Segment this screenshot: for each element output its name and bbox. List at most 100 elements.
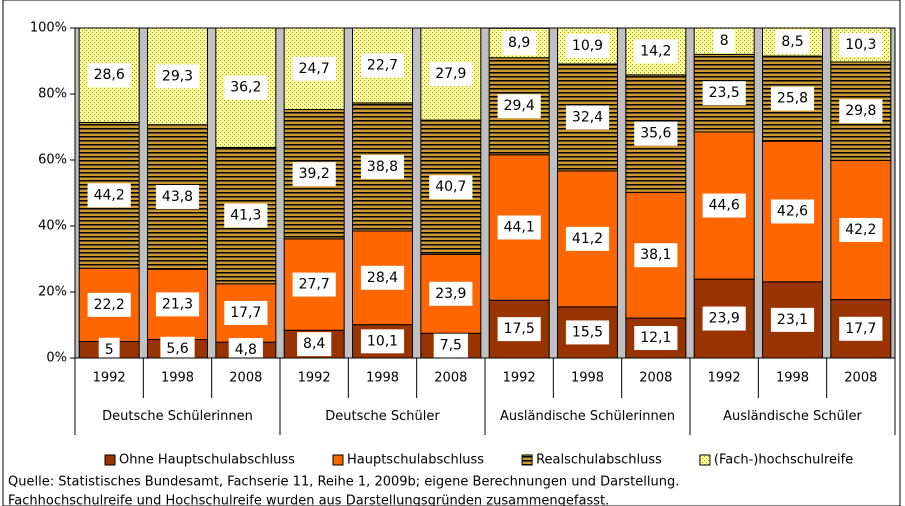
value-label: 22,2 [94,297,125,313]
value-label: 29,8 [845,103,876,119]
x-tick-label: 1992 [708,371,741,386]
value-label-box [775,30,810,55]
value-label-box [713,29,735,54]
value-label: 28,6 [94,67,125,83]
legend-swatch [332,454,344,466]
source-note: Fachhochschulreife und Hochschulreife wu… [8,494,609,506]
value-label: 44,6 [709,198,740,214]
value-label-box [634,39,678,64]
value-label: 10,3 [845,37,876,53]
value-label-box [565,226,610,251]
value-label-box [497,215,541,240]
value-label: 23,9 [709,311,740,327]
value-label: 27,7 [299,277,330,293]
value-label-box [634,326,678,351]
x-tick-label: 1992 [93,371,126,386]
legend-label: Ohne Hauptschulabschluss [119,453,295,468]
value-label: 14,2 [640,43,671,59]
value-label-box [839,99,883,124]
value-label: 8,9 [508,35,530,51]
value-label-box [292,162,336,187]
value-label: 28,4 [367,270,398,286]
value-label-box [224,300,268,325]
value-label-box [87,292,131,317]
legend-label: Realschulabschluss [536,453,662,468]
value-label: 23,9 [435,286,466,302]
value-label-box [565,33,610,58]
value-label-box [98,337,120,362]
value-label-box [565,105,610,130]
legend-label: (Fach-)hochschulreife [714,453,853,468]
value-label-box [155,292,200,317]
x-tick-label: 2008 [434,371,467,386]
value-label: 23,5 [709,85,740,101]
value-label: 8,5 [781,34,803,50]
value-label: 42,2 [845,222,876,238]
legend-label: Hauptschulabschluss [347,453,484,468]
legend-swatch [699,454,711,466]
value-label: 8 [720,33,729,49]
value-label: 7,5 [440,338,462,354]
y-tick-label: 60% [38,153,67,168]
x-tick-label: 1998 [776,371,809,386]
value-label-box [634,121,678,146]
value-label-box [87,183,131,208]
legend-swatch [521,454,533,466]
x-tick-label: 2008 [229,371,262,386]
value-label: 43,8 [162,189,193,205]
value-label-box [702,306,746,331]
value-label: 25,8 [777,91,808,107]
value-label-box [770,86,815,111]
value-label: 27,9 [435,66,466,82]
value-label-box [429,281,473,306]
value-label-box [360,53,405,78]
value-label: 32,4 [572,109,603,125]
value-label-box [497,317,541,342]
value-label: 44,2 [94,187,125,203]
value-label: 36,2 [230,80,261,96]
value-label-box [297,332,332,357]
y-tick-label: 40% [38,219,67,234]
value-label-box [839,316,883,341]
value-label: 5 [105,342,114,358]
value-label: 12,1 [640,330,671,346]
value-label-box [502,31,537,56]
value-label: 29,3 [162,68,193,84]
value-label-box [839,217,883,242]
value-label: 24,7 [299,61,330,77]
legend-swatch [104,454,116,466]
value-label: 10,1 [367,333,398,349]
value-label-box [360,154,405,179]
value-label: 38,8 [367,159,398,175]
value-label-box [565,320,610,345]
value-label-box [224,203,268,228]
group-label: Deutsche Schülerinnen [102,409,253,424]
value-label: 5,6 [166,341,188,357]
group-label: Ausländische Schülerinnen [500,409,675,424]
value-label-box [429,175,473,200]
value-label: 22,7 [367,57,398,73]
value-label: 41,3 [230,208,261,224]
x-tick-label: 1998 [571,371,604,386]
value-label: 4,8 [235,342,257,358]
value-label: 17,7 [845,321,876,337]
value-label-box [702,81,746,106]
value-label: 38,1 [640,247,671,263]
value-label-box [770,307,815,332]
value-label-box [497,94,541,119]
y-tick-label: 100% [30,21,67,36]
x-tick-label: 1998 [366,371,399,386]
y-tick-label: 20% [38,285,67,300]
value-label: 35,6 [640,126,671,142]
y-tick-label: 0% [46,351,67,366]
value-label-box [360,329,405,354]
value-label: 39,2 [299,166,330,182]
value-label-box [839,32,883,57]
value-label-box [770,199,815,224]
value-label: 29,4 [504,98,535,114]
x-tick-label: 2008 [844,371,877,386]
value-label: 41,2 [572,231,603,247]
value-label-box [702,193,746,218]
